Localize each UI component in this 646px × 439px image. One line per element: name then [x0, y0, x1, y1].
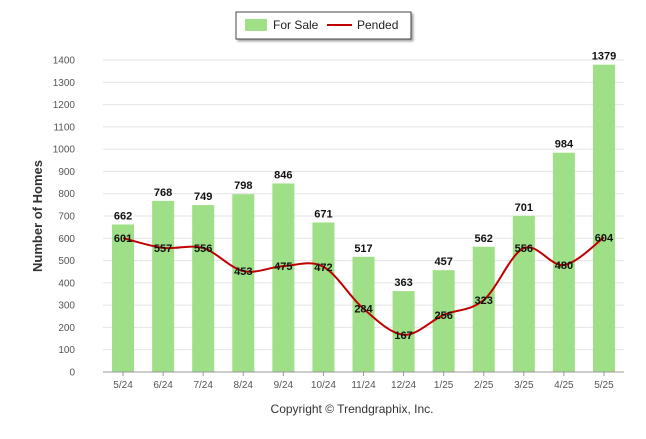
x-tick-label: 3/25 — [514, 380, 534, 391]
y-tick-label: 1300 — [53, 78, 76, 89]
bar-for-sale — [392, 291, 415, 372]
bar-for-sale — [312, 222, 335, 372]
bar-for-sale — [112, 224, 135, 372]
copyright-text: Copyright © Trendgraphix, Inc. — [271, 402, 434, 416]
x-tick-label: 4/25 — [554, 380, 574, 391]
line-data-label: 284 — [354, 304, 373, 316]
x-tick-label: 5/24 — [113, 380, 133, 391]
bar-data-label: 562 — [475, 233, 493, 245]
bar-for-sale — [152, 200, 175, 372]
x-tick-label: 6/24 — [153, 380, 173, 391]
bar-data-label: 671 — [314, 208, 332, 220]
y-axis-ticks: 0 100 200 300 400 500 600 700 800 900 1000 1100 1200… — [53, 56, 76, 379]
legend-for-sale-swatch — [245, 19, 267, 31]
bar-for-sale — [552, 152, 575, 372]
bar-for-sale — [232, 194, 255, 372]
y-tick-label: 900 — [58, 167, 75, 178]
bar-for-sale — [472, 246, 495, 372]
line-data-label: 167 — [394, 330, 412, 342]
grid — [103, 59, 624, 351]
line-series-pended — [122, 236, 605, 336]
bar-data-label: 701 — [515, 202, 533, 214]
line-data-label: 453 — [234, 266, 252, 278]
x-tick-label: 5/25 — [594, 380, 614, 391]
line-data-label: 556 — [194, 243, 212, 255]
y-axis-title: Number of Homes — [30, 160, 45, 272]
line-pended — [122, 236, 605, 336]
bar-for-sale — [272, 183, 295, 372]
y-tick-label: 500 — [58, 256, 75, 267]
bar-data-label: 457 — [434, 256, 452, 268]
bar-for-sale — [512, 215, 535, 372]
y-tick-label: 700 — [58, 212, 75, 223]
line-data-label: 323 — [475, 295, 493, 307]
x-tick-label: 7/24 — [193, 380, 213, 391]
y-tick-label: 800 — [58, 189, 75, 200]
line-data-labels: 601 557 556 453 475 472 284 167 256 323 556 480 604 — [114, 232, 614, 341]
bar-for-sale — [192, 205, 215, 372]
bar-data-label: 768 — [154, 187, 172, 199]
line-data-label: 472 — [314, 262, 332, 274]
bar-data-label: 749 — [194, 191, 212, 203]
x-tick-label: 1/25 — [434, 380, 454, 391]
y-tick-label: 1100 — [53, 122, 75, 133]
bar-data-label: 798 — [234, 180, 252, 192]
bar-data-label: 1379 — [592, 51, 616, 63]
bar-data-label: 846 — [274, 169, 292, 181]
y-tick-label: 1200 — [53, 100, 76, 111]
legend-pended-label: Pended — [357, 18, 398, 32]
line-data-label: 557 — [154, 243, 172, 255]
line-data-label: 601 — [114, 233, 132, 245]
x-tick-label: 9/24 — [274, 380, 294, 391]
bar-data-label: 984 — [555, 139, 574, 151]
y-tick-label: 1400 — [53, 56, 76, 67]
y-tick-label: 600 — [58, 234, 75, 245]
y-tick-label: 1000 — [53, 145, 76, 156]
y-tick-label: 400 — [58, 278, 75, 289]
bar-data-labels: 662 768 749 798 846 671 517 363 457 562 701 984 1379 — [114, 51, 616, 289]
line-data-label: 256 — [434, 310, 452, 322]
x-tick-label: 8/24 — [234, 380, 254, 391]
y-tick-label: 200 — [58, 323, 75, 334]
bar-for-sale — [352, 256, 375, 372]
legend-for-sale-label: For Sale — [273, 18, 319, 32]
legend: For Sale Pended — [235, 11, 412, 40]
line-data-label: 475 — [274, 261, 292, 273]
bar-data-label: 363 — [394, 277, 412, 289]
x-tick-label: 12/24 — [391, 380, 416, 391]
line-data-label: 604 — [595, 232, 614, 244]
line-data-label: 556 — [515, 243, 533, 255]
bar-data-label: 662 — [114, 210, 132, 222]
bar-for-sale — [592, 64, 615, 373]
line-data-label: 480 — [555, 260, 573, 272]
x-tick-label: 2/25 — [474, 380, 494, 391]
y-tick-label: 100 — [58, 345, 75, 356]
y-tick-label: 0 — [69, 368, 75, 379]
x-axis-ticks: 5/24 6/24 7/24 8/24 9/24 10/24 11/24 12/24 1/25 2… — [113, 372, 614, 391]
bar-for-sale — [432, 270, 455, 372]
bar-data-label: 517 — [354, 243, 372, 255]
x-tick-label: 11/24 — [351, 380, 376, 391]
y-tick-label: 300 — [58, 301, 75, 312]
x-tick-label: 10/24 — [311, 380, 336, 391]
bar-series-for-sale — [112, 64, 615, 373]
